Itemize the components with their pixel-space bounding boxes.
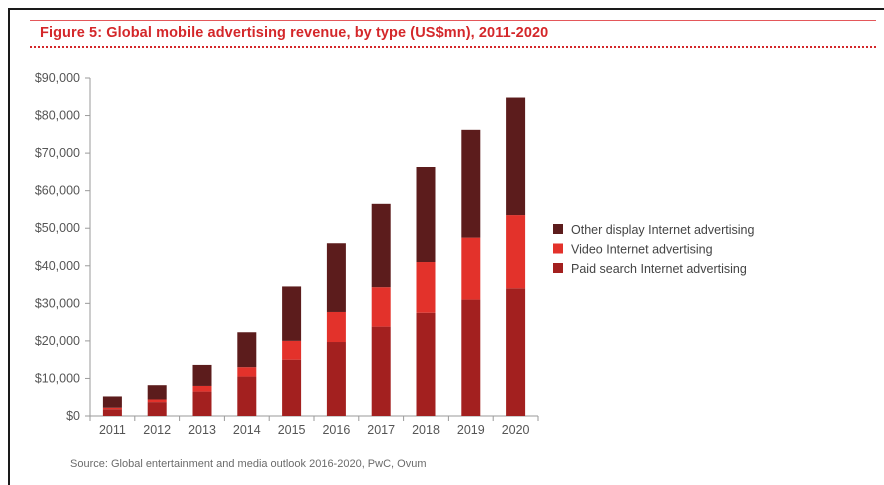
bar-segment xyxy=(416,167,436,263)
bar-segment xyxy=(371,287,391,327)
x-tick-label: 2017 xyxy=(367,423,395,437)
y-tick-label: $70,000 xyxy=(35,146,80,160)
bars xyxy=(102,97,526,416)
title-rule xyxy=(30,20,876,21)
title-divider xyxy=(30,46,876,48)
bar-segment xyxy=(416,312,436,416)
bar-segment xyxy=(102,407,122,410)
bar-segment xyxy=(506,288,526,416)
bar-segment xyxy=(506,215,526,289)
x-tick-label: 2011 xyxy=(99,423,126,437)
bar-segment xyxy=(371,326,391,416)
legend: Other display Internet advertising Video … xyxy=(553,223,754,276)
legend-label: Video Internet advertising xyxy=(571,243,713,257)
bar-segment xyxy=(326,311,346,343)
x-tick-label: 2016 xyxy=(322,423,350,437)
bar-segment xyxy=(147,385,167,400)
x-tick-label: 2020 xyxy=(502,423,530,437)
legend-swatch xyxy=(553,263,563,273)
legend-label: Other display Internet advertising xyxy=(571,223,754,237)
legend-label: Paid search Internet advertising xyxy=(571,262,747,276)
source-note: Source: Global entertainment and media o… xyxy=(70,458,427,470)
x-axis: 2011 2012 2013 2014 2015 2016 2017 2018 2019 2020 xyxy=(89,415,539,437)
bar-segment xyxy=(371,203,391,288)
bar-segment xyxy=(237,376,257,416)
bar-segment xyxy=(506,97,526,216)
y-tick-label: $80,000 xyxy=(35,109,80,123)
figure-frame xyxy=(8,8,884,485)
bar-segment xyxy=(147,402,167,416)
y-tick-label: $50,000 xyxy=(35,221,80,235)
y-tick-label: $0 xyxy=(66,409,80,423)
y-tick-label: $60,000 xyxy=(35,184,80,198)
x-tick-label: 2012 xyxy=(143,423,171,437)
bar-segment xyxy=(282,286,302,341)
bar-segment xyxy=(192,385,212,392)
y-tick-label: $20,000 xyxy=(35,334,80,348)
bar-segment xyxy=(102,396,122,408)
x-tick-label: 2014 xyxy=(233,423,261,437)
bar-segment xyxy=(282,359,302,416)
bar-segment xyxy=(237,367,257,377)
bar-segment xyxy=(237,332,257,368)
x-tick-label: 2015 xyxy=(278,423,306,437)
x-tick-label: 2018 xyxy=(412,423,440,437)
bar-segment xyxy=(461,237,481,300)
x-tick-label: 2019 xyxy=(457,423,485,437)
bar-segment xyxy=(192,391,212,416)
y-tick-label: $90,000 xyxy=(35,71,80,85)
x-tick-label: 2013 xyxy=(188,423,216,437)
bar-segment xyxy=(326,243,346,312)
bar-segment xyxy=(192,364,212,386)
y-tick-label: $40,000 xyxy=(35,259,80,273)
bar-segment xyxy=(461,129,481,238)
bar-segment xyxy=(326,342,346,416)
bar-segment xyxy=(461,299,481,416)
bar-segment xyxy=(282,340,302,360)
legend-swatch xyxy=(553,224,563,234)
bar-segment xyxy=(416,262,436,313)
bar-segment xyxy=(147,399,167,403)
y-tick-label: $30,000 xyxy=(35,296,80,310)
figure-title: Figure 5: Global mobile advertising reve… xyxy=(40,25,549,41)
y-tick-label: $10,000 xyxy=(35,371,80,385)
bar-segment xyxy=(102,409,122,416)
legend-swatch xyxy=(553,243,563,254)
y-axis: $0 $10,000 $20,000 $30,000 $40,000 $50,000 $60… xyxy=(35,71,91,423)
